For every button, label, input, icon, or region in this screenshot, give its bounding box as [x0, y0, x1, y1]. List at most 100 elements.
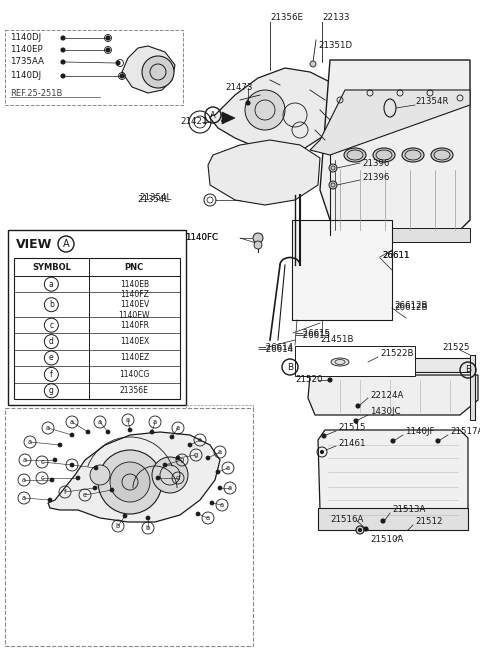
- Text: 1140FR: 1140FR: [120, 320, 149, 330]
- Circle shape: [76, 476, 80, 480]
- Text: A: A: [210, 111, 216, 120]
- Text: 1140EB: 1140EB: [120, 280, 149, 288]
- Circle shape: [210, 501, 214, 505]
- Circle shape: [142, 56, 174, 88]
- Text: 21520: 21520: [295, 375, 323, 385]
- Circle shape: [116, 61, 120, 65]
- Text: 21354L: 21354L: [138, 196, 170, 205]
- Text: d: d: [49, 337, 54, 346]
- Circle shape: [70, 433, 74, 437]
- Text: e: e: [49, 354, 54, 362]
- Circle shape: [245, 90, 285, 130]
- Text: c: c: [49, 320, 53, 330]
- Text: PNC: PNC: [125, 262, 144, 271]
- Text: 1140CG: 1140CG: [119, 370, 150, 379]
- Circle shape: [359, 528, 361, 532]
- Text: a: a: [153, 419, 157, 425]
- Text: c: c: [40, 459, 44, 465]
- Circle shape: [58, 443, 62, 447]
- Ellipse shape: [344, 148, 366, 162]
- Text: 1430JC: 1430JC: [370, 407, 400, 417]
- Text: a: a: [218, 449, 222, 455]
- Text: REF.25-251B: REF.25-251B: [10, 90, 62, 99]
- Text: a: a: [22, 495, 26, 501]
- Text: e: e: [83, 492, 87, 498]
- Text: a: a: [70, 462, 74, 468]
- Text: 21522B: 21522B: [380, 349, 413, 358]
- Text: 21461: 21461: [338, 438, 365, 447]
- Circle shape: [48, 498, 52, 502]
- Circle shape: [53, 458, 57, 462]
- Circle shape: [391, 439, 395, 443]
- Circle shape: [356, 404, 360, 408]
- Circle shape: [246, 101, 250, 105]
- Text: 1140DJ: 1140DJ: [10, 71, 41, 80]
- Ellipse shape: [373, 148, 395, 162]
- Text: 21517A: 21517A: [450, 428, 480, 436]
- Circle shape: [61, 48, 65, 52]
- Polygon shape: [308, 375, 478, 415]
- Polygon shape: [330, 358, 470, 372]
- Polygon shape: [320, 228, 470, 242]
- Text: 1140EX: 1140EX: [120, 337, 149, 346]
- Ellipse shape: [431, 148, 453, 162]
- Text: 1140JF: 1140JF: [405, 428, 434, 436]
- Circle shape: [61, 74, 65, 78]
- Text: a: a: [198, 437, 202, 443]
- FancyBboxPatch shape: [295, 346, 415, 376]
- Text: c: c: [40, 475, 44, 481]
- Text: 1140EP: 1140EP: [10, 46, 43, 54]
- Text: 21525: 21525: [442, 343, 469, 351]
- Text: g: g: [194, 452, 198, 458]
- Text: f: f: [50, 370, 53, 379]
- Text: f: f: [64, 489, 66, 495]
- Text: b: b: [49, 300, 54, 309]
- FancyBboxPatch shape: [470, 355, 475, 420]
- Text: b: b: [116, 523, 120, 529]
- Circle shape: [329, 164, 337, 172]
- Text: 21512: 21512: [415, 517, 443, 526]
- Text: 22133: 22133: [322, 14, 349, 22]
- Text: a: a: [228, 485, 232, 491]
- FancyBboxPatch shape: [5, 408, 253, 646]
- Text: 21396: 21396: [362, 158, 389, 167]
- Text: 1140FC: 1140FC: [185, 233, 218, 243]
- Ellipse shape: [402, 148, 424, 162]
- Polygon shape: [310, 90, 470, 155]
- Text: 21516A: 21516A: [330, 515, 363, 525]
- Circle shape: [381, 519, 385, 523]
- Circle shape: [196, 512, 200, 516]
- Text: a: a: [126, 417, 130, 423]
- Text: —26614: —26614: [258, 345, 294, 354]
- Circle shape: [146, 516, 150, 520]
- Text: a: a: [176, 425, 180, 431]
- Ellipse shape: [331, 358, 349, 366]
- Circle shape: [106, 430, 110, 434]
- FancyBboxPatch shape: [8, 230, 186, 405]
- Circle shape: [123, 514, 127, 518]
- Text: a: a: [23, 457, 27, 463]
- Circle shape: [216, 470, 220, 473]
- Circle shape: [150, 430, 154, 434]
- Text: 22124A: 22124A: [370, 390, 403, 400]
- Text: a: a: [46, 425, 50, 431]
- Circle shape: [188, 443, 192, 447]
- Text: g: g: [180, 457, 184, 463]
- Text: B: B: [465, 366, 471, 375]
- FancyBboxPatch shape: [292, 220, 392, 320]
- Text: 26612B: 26612B: [394, 300, 428, 309]
- Circle shape: [152, 457, 188, 493]
- Polygon shape: [210, 68, 340, 152]
- Circle shape: [128, 428, 132, 432]
- Text: a: a: [98, 419, 102, 425]
- Text: 21354R: 21354R: [415, 97, 448, 107]
- Circle shape: [93, 486, 97, 490]
- Circle shape: [110, 488, 114, 492]
- Circle shape: [176, 456, 180, 460]
- Circle shape: [86, 430, 90, 434]
- Text: —26615: —26615: [295, 332, 331, 341]
- Circle shape: [50, 478, 54, 482]
- Polygon shape: [48, 432, 220, 522]
- Text: a: a: [22, 477, 26, 483]
- Text: A: A: [63, 239, 69, 249]
